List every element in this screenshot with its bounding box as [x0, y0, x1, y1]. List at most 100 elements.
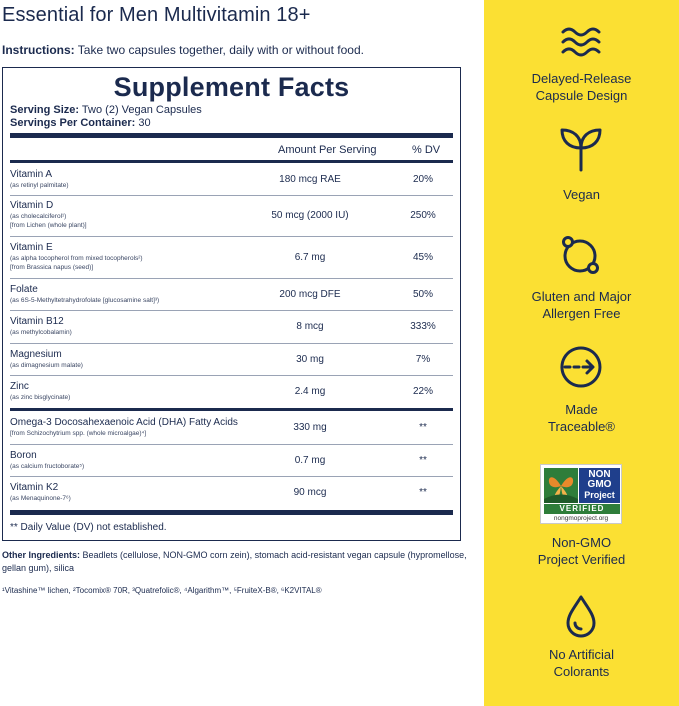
divider-header: [10, 160, 453, 163]
nutrient-amount: 8 mcg: [296, 321, 324, 332]
nutrient-name: Folate: [10, 284, 38, 295]
nutrient-amount: 180 mcg RAE: [279, 174, 341, 185]
feature-label-non-gmo: Non-GMO Project Verified: [484, 534, 679, 568]
nutrient-dv: 7%: [415, 354, 431, 365]
other-ingredients: Other Ingredients: Beadlets (cellulose, …: [2, 549, 472, 575]
nutrient-amount: 2.4 mg: [294, 386, 326, 397]
nutrient-source: (as retinyl palmitate): [10, 182, 69, 189]
nutrient-source: (as zinc bisglycinate): [10, 394, 71, 401]
badge-verified: VERIFIED: [544, 504, 620, 514]
nutrient-source: [from Schizochytrium spp. (whole microal…: [10, 430, 147, 437]
nutrient-source: (as cholecalciferol¹): [10, 213, 67, 220]
feature-line: Project Verified: [537, 552, 626, 567]
trademarks: ¹Vitashine™ lichen, ²Tocomix® 70R, ³Quat…: [2, 586, 322, 595]
supplement-facts-title: Supplement Facts: [113, 72, 350, 102]
non-gmo-badge: NON GMO Project VERIFIED nongmoproject.o…: [540, 464, 622, 524]
divider-thin: [10, 444, 453, 445]
instructions-label: Instructions:: [2, 43, 75, 57]
supplement-facts-box: Supplement Facts Serving Size: Two (2) V…: [2, 67, 461, 541]
nutrient-source-origin: [from Brassica napus (seed)]: [10, 264, 94, 271]
divider-mid: [10, 408, 453, 411]
other-ingredients-text: Beadlets (cellulose, NON-GMO corn zein),…: [2, 550, 467, 573]
nutrient-name: Vitamin E: [10, 242, 53, 253]
feature-line: No Artificial: [548, 647, 615, 662]
divider-thin: [10, 310, 453, 311]
feature-label-vegan: Vegan: [484, 186, 679, 203]
header-amount: Amount Per Serving: [278, 144, 377, 156]
badge-non: NON: [588, 469, 611, 480]
nutrient-amount: 90 mcg: [293, 487, 327, 498]
feature-label-allergen-free: Gluten and Major Allergen Free: [484, 288, 679, 322]
feature-line: Allergen Free: [542, 306, 621, 321]
nutrient-name: Boron: [10, 450, 37, 461]
nutrient-source: (as 6S-5-Methyltetrahydrofolate [glucosa…: [10, 297, 160, 304]
nutrient-dv: **: [419, 455, 427, 466]
nutrient-name: Vitamin K2: [10, 482, 59, 493]
badge-project: Project: [584, 490, 615, 500]
divider-thin: [10, 278, 453, 279]
dv-footnote: ** Daily Value (DV) not established.: [10, 522, 167, 533]
nutrient-amount: 6.7 mg: [294, 252, 326, 263]
butterfly-icon: [544, 477, 578, 503]
feature-line: Vegan: [563, 187, 600, 202]
nutrient-name: Zinc: [10, 381, 29, 392]
traceable-arrow-icon: [560, 346, 602, 388]
sprout-icon: [560, 128, 602, 172]
badge-url: nongmoproject.org: [553, 515, 609, 522]
serving-size-label: Serving Size:: [10, 104, 80, 116]
divider-thin: [10, 375, 453, 376]
feature-line: Made: [565, 402, 598, 417]
nutrient-dv: 50%: [412, 289, 433, 300]
nutrient-name: Magnesium: [10, 349, 62, 360]
divider-thick: [10, 133, 453, 138]
nutrient-name: Vitamin B12: [10, 316, 64, 327]
feature-line: Colorants: [553, 664, 610, 679]
other-ingredients-label: Other Ingredients:: [2, 550, 81, 560]
servings-label: Servings Per Container:: [10, 117, 136, 129]
instructions-text: Take two capsules together, daily with o…: [74, 43, 364, 57]
nutrient-source: (as calcium fructoborate⁵): [10, 463, 85, 470]
nutrient-source: (as methylcobalamin): [10, 329, 72, 336]
nutrient-source-origin: [from Lichen (whole plant)]: [10, 222, 87, 229]
nutrient-amount: 330 mg: [293, 422, 327, 433]
nutrient-amount: 0.7 mg: [294, 455, 326, 466]
divider-thin: [10, 476, 453, 477]
nutrient-source: (as Menaquinone-7⁶): [10, 495, 71, 502]
feature-label-no-colorants: No Artificial Colorants: [484, 646, 679, 680]
nutrient-amount: 200 mcg DFE: [279, 289, 341, 300]
supplement-info-panel: Essential for Men Multivitamin 18+ Instr…: [2, 4, 472, 595]
feature-line: Traceable®: [548, 419, 615, 434]
nutrient-name: Vitamin A: [10, 169, 53, 180]
nutrient-dv: **: [419, 422, 427, 433]
divider-thick: [10, 510, 453, 515]
feature-label-delayed-release: Delayed-Release Capsule Design: [484, 70, 679, 104]
nutrient-source: (as alpha tocopherol from mixed tocopher…: [10, 255, 143, 262]
serving-info: Serving Size: Two (2) Vegan Capsules Ser…: [10, 104, 202, 130]
nutrient-dv: 22%: [412, 386, 433, 397]
product-title: Essential for Men Multivitamin 18+: [2, 4, 311, 26]
nutrient-source: (as dimagnesium malate): [10, 362, 83, 369]
feature-line: Gluten and Major: [531, 289, 632, 304]
nutrient-dv: **: [419, 487, 427, 498]
serving-size-value: Two (2) Vegan Capsules: [79, 104, 202, 116]
serving-size: Serving Size: Two (2) Vegan Capsules: [10, 104, 202, 117]
nutrient-dv: 250%: [410, 210, 436, 221]
allergen-free-icon: [562, 236, 599, 274]
feature-label-traceable: Made Traceable®: [484, 401, 679, 435]
servings-value: 30: [135, 117, 151, 129]
servings-per-container: Servings Per Container: 30: [10, 117, 202, 130]
nutrient-name: Vitamin D: [10, 200, 54, 211]
nutrient-amount: 50 mcg (2000 IU): [271, 210, 349, 221]
badge-gmo: GMO: [587, 479, 612, 490]
feature-line: Delayed-Release: [531, 71, 632, 86]
nutrient-name: Omega-3 Docosahexaenoic Acid (DHA) Fatty…: [10, 417, 238, 428]
nutrient-amount: 30 mg: [296, 354, 324, 365]
badge-butterfly-panel: [544, 468, 578, 503]
divider-thin: [10, 236, 453, 237]
instructions: Instructions: Take two capsules together…: [2, 43, 364, 57]
nutrient-dv: 45%: [412, 252, 433, 263]
nutrient-dv: 333%: [410, 321, 436, 332]
waves-icon: [561, 27, 601, 57]
header-dv: % DV: [412, 144, 441, 156]
feature-line: Non-GMO: [551, 535, 612, 550]
